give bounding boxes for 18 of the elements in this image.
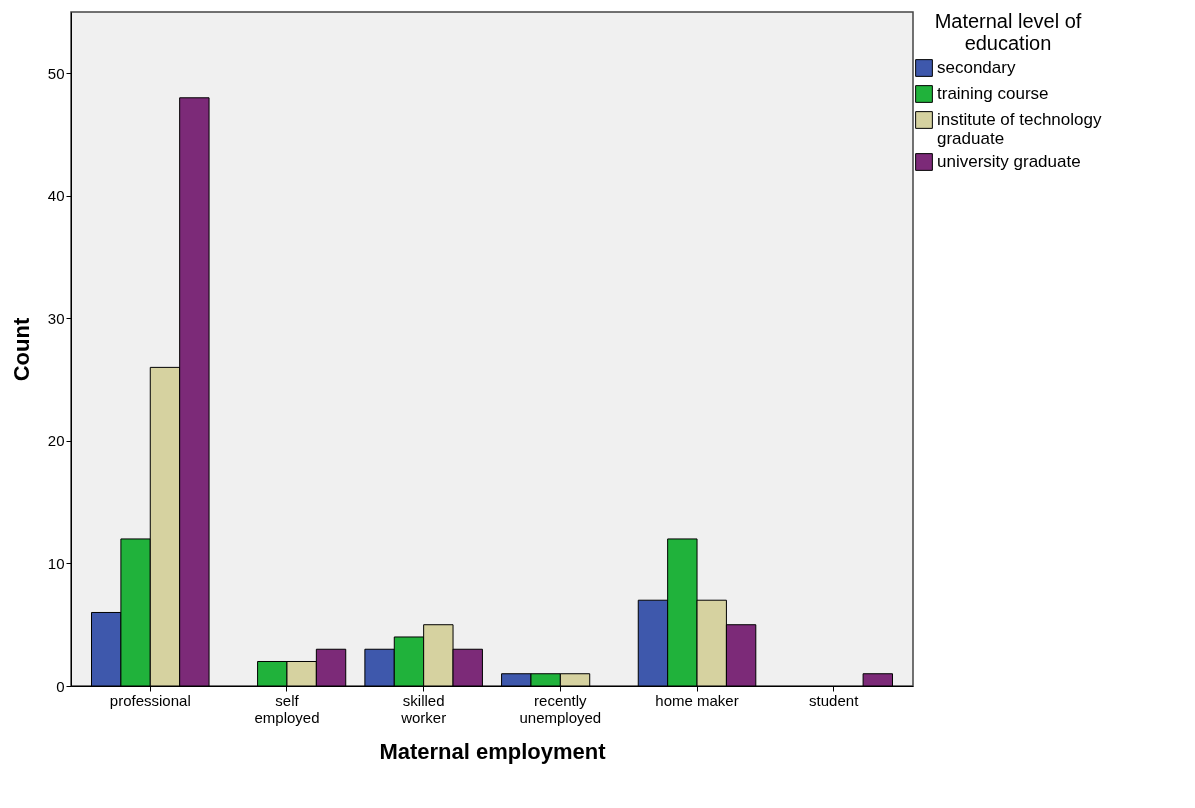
legend-label: training course [937, 84, 1049, 103]
y-axis-title: Count [8, 317, 34, 382]
y-tick-label: 40 [47, 187, 65, 205]
y-tick-label: 30 [47, 309, 65, 327]
y-tick-label: 50 [47, 64, 65, 82]
x-tick-label: home maker [655, 691, 739, 709]
legend-label: university graduate [937, 152, 1081, 171]
x-tick-label: self employed [254, 691, 320, 726]
x-tick-label: student [809, 691, 860, 709]
x-tick-label: professional [109, 691, 191, 709]
y-tick-label: 20 [47, 432, 65, 450]
legend-label: secondary [937, 58, 1016, 77]
y-tick-label: 10 [47, 554, 65, 572]
legend-title: Maternal level of education [934, 10, 1082, 54]
y-tick-label: 0 [56, 677, 65, 695]
x-tick-label: skilled worker [400, 691, 447, 726]
x-tick-label: recently unemployed [519, 691, 602, 726]
x-axis-title: Maternal employment [379, 738, 607, 764]
